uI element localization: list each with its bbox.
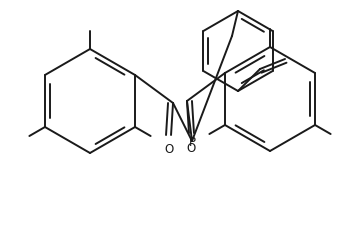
Text: O: O [186,141,196,154]
Text: P: P [188,135,195,148]
Text: O: O [164,143,174,156]
